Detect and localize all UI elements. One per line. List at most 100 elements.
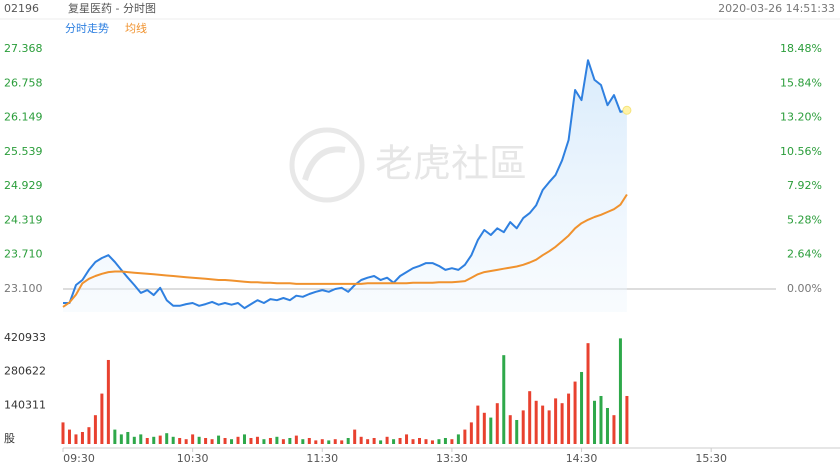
watermark-text: 老虎社區 (375, 142, 527, 186)
volume-bar (178, 437, 182, 444)
volume-bar (152, 436, 156, 444)
plot: 27.368 26.758 26.149 25.539 24.929 24.319 23.7… (4, 42, 840, 465)
watermark-logo (289, 127, 365, 203)
y2-tick-label: 18.48% (780, 42, 822, 55)
volume-bar (320, 439, 324, 444)
volume-bar (618, 338, 622, 444)
volume-bar (281, 439, 285, 444)
volume-bar (567, 393, 571, 444)
volume-tick-label: 280622 (4, 365, 46, 378)
volume-bar (593, 400, 597, 444)
volume-bar (197, 436, 201, 444)
volume-bar (230, 439, 234, 444)
volume-bar (340, 440, 344, 444)
x-tick-label: 11:30 (306, 452, 338, 465)
volume-bar (301, 439, 305, 444)
volume-bar (605, 407, 609, 444)
volume-bar (184, 439, 188, 444)
y2-tick-label: 0.00% (787, 282, 822, 295)
volume-bar (87, 427, 91, 444)
volume-bar (489, 417, 493, 444)
y-tick-label: 24.319 (4, 213, 43, 226)
y2-tick-label: 2.64% (787, 248, 822, 261)
volume-bar (372, 437, 376, 444)
volume-bar (126, 431, 130, 444)
volume-bar (495, 403, 499, 444)
volume-tick-label: 140311 (4, 398, 46, 411)
volume-bar (430, 440, 434, 444)
volume-bar (625, 395, 629, 444)
volume-bar (580, 371, 584, 444)
volume-bar (268, 437, 272, 444)
volume-bar (74, 434, 78, 444)
x-tick-label: 09:30 (63, 452, 95, 465)
volume-bar (242, 434, 246, 444)
x-tick-label: 13:30 (436, 452, 468, 465)
volume-bar (165, 433, 169, 444)
stock-code: 02196 (4, 2, 39, 15)
volume-bar (398, 437, 402, 444)
y-tick-label: 26.758 (4, 76, 43, 89)
volume-bar (171, 436, 175, 444)
volume-bar (482, 412, 486, 444)
y-tick-label: 23.100 (4, 282, 43, 295)
volume-bar (366, 439, 370, 444)
volume-bar (353, 429, 357, 444)
volume-bar (405, 434, 409, 444)
volume-bar (294, 435, 298, 444)
volume-bar (573, 381, 577, 444)
volume-bar (288, 437, 292, 444)
last-point (622, 105, 632, 115)
volume-bar (476, 405, 480, 444)
volume-tick-label: 股 (4, 432, 15, 445)
volume-bar (333, 439, 337, 444)
watermark-logo (302, 146, 346, 181)
legend-label: 分时走势 (65, 22, 109, 35)
volume-bar (418, 437, 421, 444)
volume-bar (411, 439, 415, 444)
volume-bar (534, 400, 538, 444)
volume-bar (262, 439, 266, 444)
y2-tick-label: 13.20% (780, 111, 822, 124)
watermark: 老虎社區 (289, 127, 527, 203)
y2-tick-label: 10.56% (780, 145, 822, 158)
volume-bar (145, 437, 149, 444)
volume-bar (223, 437, 227, 444)
y2-tick-label: 15.84% (780, 76, 822, 89)
volume-bar (560, 403, 564, 444)
volume-bar (106, 359, 110, 444)
legend-label: 均线 (125, 21, 147, 35)
volume-bar (359, 436, 363, 444)
volume-bar (385, 436, 389, 444)
volume-bar (392, 439, 396, 444)
volume-bar (255, 436, 259, 444)
volume-bar (450, 439, 454, 444)
volume-bar (61, 422, 65, 444)
volume-bar (554, 398, 558, 444)
volume-bar (217, 435, 221, 444)
volume-bar (113, 429, 117, 444)
volume-bar (521, 410, 525, 444)
volume-bar (67, 429, 71, 444)
volume-bar (599, 395, 603, 444)
volume-bar (346, 437, 350, 444)
volume-bar (541, 405, 545, 444)
volume-bar (463, 429, 467, 444)
volume-bar (502, 355, 506, 444)
volume-bar (314, 440, 318, 444)
volume-bar (547, 410, 551, 444)
volume-bar (158, 435, 162, 444)
x-tick-label: 10:30 (177, 452, 209, 465)
y2-tick-label: 5.28% (787, 213, 822, 226)
volume-bar (119, 434, 123, 444)
volume-bar (586, 343, 590, 444)
x-tick-label: 15:30 (695, 452, 727, 465)
volume-bar (456, 434, 460, 444)
volume-bar (612, 415, 616, 444)
volume-bar (139, 434, 143, 444)
volume-bar (443, 437, 447, 444)
y-tick-label: 24.929 (4, 179, 43, 192)
volume-bar (379, 440, 383, 444)
price-area (63, 60, 627, 313)
